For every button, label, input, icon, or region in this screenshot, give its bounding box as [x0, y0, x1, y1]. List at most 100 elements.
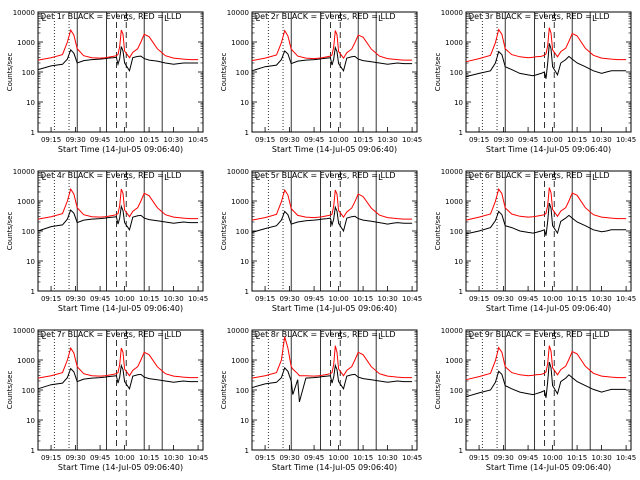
x-tick-label: 09:45	[518, 454, 538, 462]
x-tick-label: 10:00	[328, 136, 348, 144]
interval-letter-l: L	[592, 173, 597, 182]
series-line-events	[251, 205, 413, 233]
x-tick-label: 10:15	[353, 454, 373, 462]
interval-letter-l: L	[470, 173, 475, 182]
x-tick-label: 09:30	[493, 136, 513, 144]
y-tick-label: 1	[245, 288, 249, 296]
x-tick-label: 10:30	[592, 136, 612, 144]
x-tick-label: 10:15	[567, 295, 587, 303]
y-tick-label: 1000	[231, 357, 249, 365]
x-tick-label: 10:45	[402, 295, 422, 303]
y-tick-label: 1000	[17, 357, 35, 365]
x-tick-label: 09:30	[279, 136, 299, 144]
interval-letter-l: L	[256, 173, 261, 182]
plot-frame	[37, 170, 204, 292]
series-line-lld	[251, 336, 413, 379]
y-tick-label: 1000	[445, 357, 463, 365]
x-tick-label: 10:00	[114, 295, 134, 303]
interval-letter-l: L	[470, 14, 475, 23]
x-tick-label: 09:30	[65, 295, 85, 303]
y-tick-label: 100	[236, 69, 249, 77]
interval-letter-l: L	[592, 332, 597, 341]
y-tick-label: 10	[454, 258, 463, 266]
y-tick-label: 100	[450, 69, 463, 77]
x-tick-label: 10:15	[353, 295, 373, 303]
plot-frame	[251, 11, 418, 133]
x-tick-label: 09:30	[65, 136, 85, 144]
y-tick-label: 1000	[231, 198, 249, 206]
x-tick-label: 10:00	[328, 454, 348, 462]
x-tick-label: 10:45	[188, 295, 208, 303]
x-tick-label: 10:30	[164, 136, 184, 144]
y-tick-label: 1	[245, 447, 249, 455]
y-tick-label: 1	[31, 129, 35, 137]
x-tick-label: 10:00	[542, 136, 562, 144]
panel-title: Det 2r BLACK = Events, RED = LLD	[254, 12, 396, 21]
interval-letter-s: S	[551, 173, 556, 182]
series-line-events	[465, 202, 627, 236]
y-tick-label: 10	[454, 99, 463, 107]
x-tick-label: 10:00	[114, 136, 134, 144]
x-tick-label: 09:15	[255, 136, 275, 144]
interval-letter-l: L	[256, 332, 261, 341]
x-axis-label: Start Time (14-Jul-05 09:06:40)	[58, 145, 183, 154]
y-tick-label: 100	[236, 228, 249, 236]
series-line-events	[465, 43, 627, 79]
y-axis-label: Counts/sec	[434, 212, 442, 251]
x-tick-label: 09:15	[469, 454, 489, 462]
interval-letter-l: L	[470, 332, 475, 341]
x-tick-label: 10:30	[164, 454, 184, 462]
y-axis-label: Counts/sec	[434, 371, 442, 410]
series-line-lld	[251, 188, 413, 221]
x-tick-label: 09:15	[255, 295, 275, 303]
x-tick-label: 10:15	[567, 136, 587, 144]
y-tick-label: 100	[236, 387, 249, 395]
interval-letter-s: S	[337, 173, 342, 182]
y-tick-label: 10000	[13, 168, 35, 176]
x-tick-label: 09:45	[518, 136, 538, 144]
y-tick-label: 1000	[445, 39, 463, 47]
series-line-lld	[465, 27, 627, 63]
y-axis-label: Counts/sec	[220, 212, 228, 251]
series-line-events	[37, 46, 199, 73]
x-axis-label: Start Time (14-Jul-05 09:06:40)	[486, 145, 611, 154]
plot-frame	[37, 11, 204, 133]
interval-letter-s: S	[123, 173, 128, 182]
interval-letter-s: S	[551, 14, 556, 23]
interval-letter-s: S	[123, 14, 128, 23]
y-axis-label: Counts/sec	[220, 53, 228, 92]
x-tick-label: 10:00	[542, 295, 562, 303]
x-tick-label: 09:15	[41, 295, 61, 303]
x-tick-label: 10:30	[378, 454, 398, 462]
y-tick-label: 10	[240, 99, 249, 107]
x-tick-label: 10:45	[402, 136, 422, 144]
y-tick-label: 10000	[227, 168, 249, 176]
y-tick-label: 100	[450, 228, 463, 236]
x-tick-label: 09:30	[279, 295, 299, 303]
x-axis-label: Start Time (14-Jul-05 09:06:40)	[58, 463, 183, 472]
x-tick-label: 09:15	[41, 136, 61, 144]
y-tick-label: 1	[459, 288, 463, 296]
y-tick-label: 100	[22, 69, 35, 77]
y-axis-label: Counts/sec	[6, 53, 14, 92]
panel-title: Det 3r BLACK = Events, RED = LLD	[468, 12, 610, 21]
panel-title: Det 5r BLACK = Events, RED = LLD	[254, 171, 396, 180]
x-tick-label: 09:15	[41, 454, 61, 462]
y-tick-label: 10000	[441, 327, 463, 335]
x-axis-label: Start Time (14-Jul-05 09:06:40)	[58, 304, 183, 313]
x-tick-label: 09:45	[90, 454, 110, 462]
y-tick-label: 1000	[17, 198, 35, 206]
y-tick-label: 10	[454, 417, 463, 425]
x-tick-label: 10:00	[328, 295, 348, 303]
series-line-lld	[37, 28, 199, 61]
series-line-lld	[37, 346, 199, 379]
x-tick-label: 10:45	[188, 136, 208, 144]
series-line-events	[37, 363, 199, 390]
y-axis-label: Counts/sec	[220, 371, 228, 410]
interval-letter-l: L	[164, 173, 169, 182]
x-axis-label: Start Time (14-Jul-05 09:06:40)	[272, 463, 397, 472]
